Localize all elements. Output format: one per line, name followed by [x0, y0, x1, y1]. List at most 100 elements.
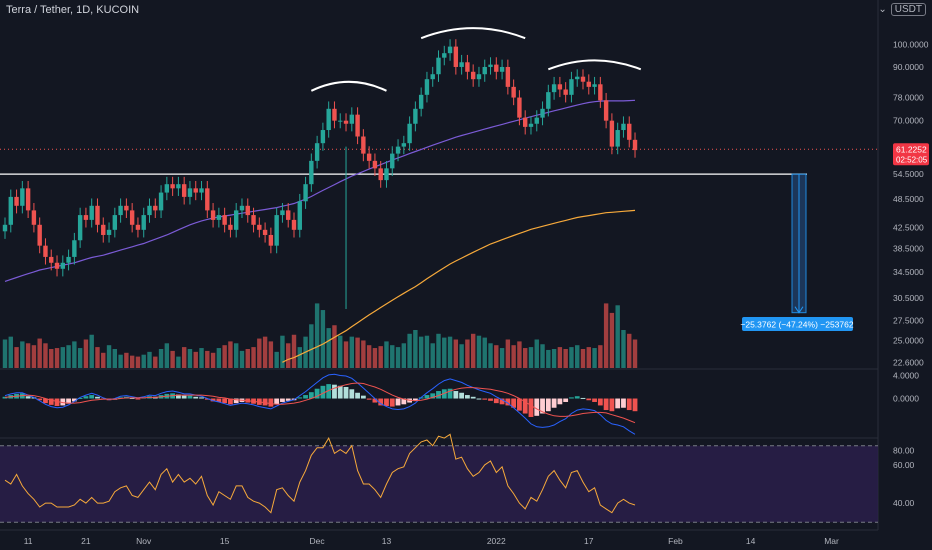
macd-histogram-bar [545, 398, 551, 412]
time-tick-label: 14 [746, 536, 756, 546]
candle-body [320, 130, 326, 144]
macd-histogram-bar [580, 397, 586, 399]
macd-histogram-bar [204, 398, 210, 400]
time-tick-label: 2022 [487, 536, 506, 546]
volume-bar [395, 347, 401, 368]
rsi-tick-label: 60.00 [893, 460, 915, 470]
candle-body [210, 210, 216, 220]
ma-long-line [282, 209, 636, 363]
candle-body [89, 205, 94, 220]
macd-histogram-bar [401, 398, 407, 405]
macd-histogram-bar [355, 392, 360, 399]
volume-bar [89, 334, 94, 368]
macd-histogram-bar [615, 398, 621, 409]
candle-body [366, 153, 372, 161]
time-tick-label: 11 [24, 536, 33, 546]
macd-histogram-bar [470, 396, 476, 399]
volume-bar [66, 345, 71, 368]
rsi-tick-label: 80.00 [893, 446, 915, 456]
symbol-title-text: Terra / Tether, 1D, KUCOIN [6, 4, 140, 16]
volume-bar [436, 333, 441, 368]
macd-histogram-bar [337, 385, 343, 399]
macd-histogram-bar [412, 398, 418, 401]
candle-body [332, 108, 337, 121]
candle-body [118, 205, 123, 216]
volume-bar [101, 352, 106, 368]
macd-histogram-bar [534, 398, 540, 416]
candle-body [112, 215, 118, 230]
candle-body [534, 117, 539, 124]
symbol-title[interactable]: Terra / Tether, 1D, KUCOIN [6, 4, 139, 16]
candle-body [598, 84, 603, 101]
volume-bar [575, 345, 580, 368]
volume-bar [499, 348, 505, 368]
macd-histogram-bar [384, 398, 389, 407]
measure-label: −25.3762 (−47.24%) −253762 [740, 317, 854, 331]
volume-bar [14, 347, 19, 368]
macd-histogram-bar [297, 397, 303, 399]
time-tick-label: 15 [220, 536, 230, 546]
volume-bar [118, 354, 123, 368]
macd-signal-line [4, 382, 636, 424]
price-tick-label: 70.0000 [893, 116, 924, 126]
candle-body [135, 224, 141, 230]
candle-body [280, 210, 285, 216]
macd-histogram-bar [60, 398, 66, 406]
macd-histogram-bar [632, 398, 638, 412]
volume-bar [234, 343, 239, 368]
macd-tick-label: 0.0000 [893, 394, 919, 404]
volume-bar [309, 324, 314, 368]
candle-body [37, 224, 42, 246]
price-badge-value: 61.2252 [896, 144, 927, 154]
candle-body [563, 89, 568, 95]
time-tick-label: 17 [584, 536, 594, 546]
volume-bar [563, 349, 568, 368]
macd-histogram-bar [430, 393, 436, 399]
candle-body [569, 79, 574, 95]
candle-body [164, 184, 170, 193]
macd-histogram-bar [424, 395, 430, 399]
candle-body [216, 215, 222, 220]
candle-body [199, 188, 204, 193]
volume-bar [31, 345, 37, 368]
volume-bar [158, 349, 164, 368]
shoulder-arc-right [547, 59, 642, 71]
volume-bar [332, 325, 337, 368]
volume-bar [286, 343, 291, 368]
volume-bar [430, 343, 435, 368]
volume-bar [8, 336, 13, 368]
macd-histogram-bar [569, 397, 574, 399]
macd-histogram-bar [274, 398, 280, 405]
candle-body [447, 46, 453, 54]
macd-histogram-bar [176, 394, 181, 399]
candle-body [488, 64, 493, 67]
measure-label-bg [742, 317, 853, 331]
volume-bar [407, 333, 412, 368]
macd-histogram-bar [222, 398, 228, 404]
candle-body [31, 210, 37, 225]
volume-bar [540, 344, 545, 368]
candle-body [465, 62, 470, 72]
macd-histogram-bar [574, 396, 580, 399]
rsi-tick-label: 40.00 [893, 498, 915, 508]
macd-histogram-bar [262, 398, 268, 406]
currency-selector[interactable]: ⌄ USDT [878, 3, 926, 16]
volume-bar [124, 352, 129, 368]
candle-body [627, 123, 632, 140]
macd-histogram-bar [436, 391, 441, 399]
volume-bar [453, 339, 459, 368]
volume-bar [326, 328, 331, 368]
candle-body [470, 71, 476, 80]
price-badge-countdown: 02:52:05 [896, 155, 928, 164]
volume-bar [181, 347, 187, 368]
volume-bar [459, 344, 464, 368]
candle-body [494, 64, 499, 72]
candle-body [517, 97, 522, 118]
price-tick-label: 100.0000 [893, 39, 929, 49]
volume-bar [193, 351, 198, 368]
macd-histogram-bar [83, 396, 89, 399]
volume-bar [551, 349, 557, 368]
macd-histogram-bar [43, 398, 48, 404]
volume-bar [54, 348, 60, 368]
